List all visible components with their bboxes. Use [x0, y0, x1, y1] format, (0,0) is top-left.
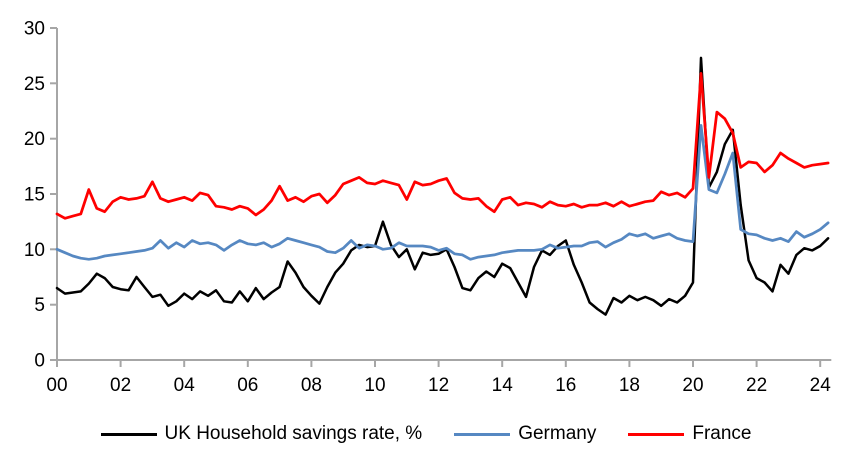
x-tick-label: 22 [746, 375, 767, 396]
x-tick-label: 06 [237, 375, 258, 396]
y-tick-label: 5 [34, 295, 45, 316]
x-tick-label: 18 [619, 375, 640, 396]
y-tick-label: 20 [24, 129, 45, 150]
uk-line-swatch [100, 432, 157, 436]
uk-legend-label: UK Household savings rate, % [164, 423, 423, 444]
chart-legend: UK Household savings rate, % Germany Fra… [0, 423, 852, 445]
x-tick-label: 24 [810, 375, 832, 396]
france-legend-label: France [692, 423, 752, 444]
y-tick-label: 25 [24, 74, 45, 95]
x-tick-label: 02 [110, 375, 131, 396]
x-tick-label: 14 [492, 375, 514, 396]
legend-item-france: France [628, 423, 751, 445]
legend-item-uk: UK Household savings rate, % [100, 423, 423, 445]
x-tick-label: 04 [174, 375, 196, 396]
x-tick-label: 12 [428, 375, 449, 396]
germany-line-swatch [454, 432, 511, 436]
germany-line [55, 124, 830, 261]
savings-rate-chart: 0 5 10 15 20 25 30 00 02 04 06 08 10 12 14 16 18 20 22 24 [24, 19, 832, 396]
x-tick-label: 08 [301, 375, 322, 396]
germany-legend-label: Germany [518, 423, 597, 444]
legend-item-germany: Germany [454, 423, 596, 445]
x-tick-label: 10 [364, 375, 385, 396]
y-tick-label: 15 [24, 185, 45, 206]
y-tick-label: 0 [34, 351, 45, 372]
uk-line [55, 56, 830, 316]
x-tick-label: 20 [682, 375, 703, 396]
france-line-swatch [628, 432, 685, 436]
y-tick-label: 30 [24, 19, 45, 40]
x-tick-label: 16 [555, 375, 576, 396]
x-tick-label: 00 [46, 375, 67, 396]
france-line [55, 72, 830, 220]
y-tick-label: 10 [24, 240, 45, 261]
